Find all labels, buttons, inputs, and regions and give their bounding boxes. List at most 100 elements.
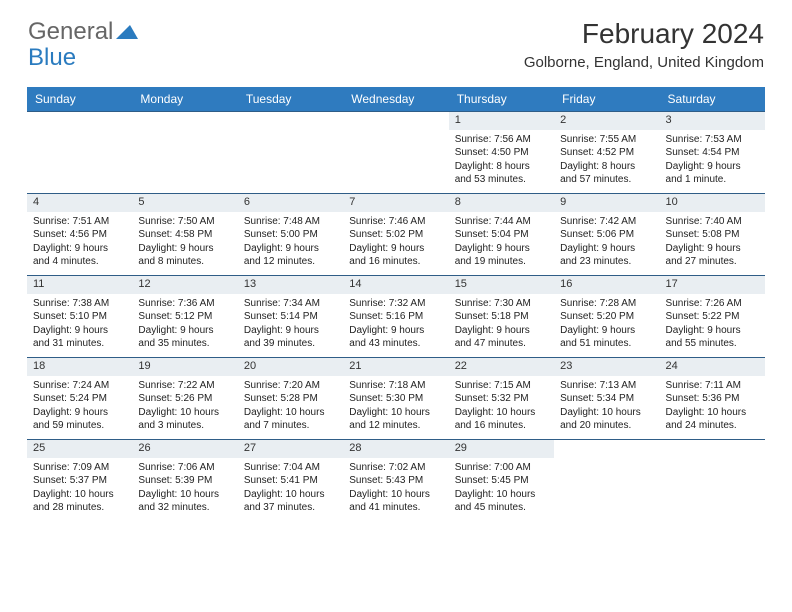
daylight-text-1: Daylight: 9 hours <box>560 324 653 338</box>
sunset-text: Sunset: 5:10 PM <box>33 310 126 324</box>
day-content-cell: Sunrise: 7:24 AMSunset: 5:24 PMDaylight:… <box>27 376 132 440</box>
day-content-cell: Sunrise: 7:44 AMSunset: 5:04 PMDaylight:… <box>449 212 554 276</box>
day-number-cell: 5 <box>132 194 237 212</box>
sunrise-text: Sunrise: 7:11 AM <box>666 379 759 393</box>
daylight-text-1: Daylight: 10 hours <box>138 406 231 420</box>
logo-text-blue: Blue <box>28 44 76 72</box>
daylight-text-1: Daylight: 10 hours <box>138 488 231 502</box>
daylight-text-1: Daylight: 9 hours <box>244 324 337 338</box>
daylight-text-1: Daylight: 9 hours <box>138 324 231 338</box>
daylight-text-2: and 16 minutes. <box>455 419 548 433</box>
day-content-cell <box>238 130 343 194</box>
sunset-text: Sunset: 5:26 PM <box>138 392 231 406</box>
day-content-cell: Sunrise: 7:40 AMSunset: 5:08 PMDaylight:… <box>660 212 765 276</box>
sunrise-text: Sunrise: 7:42 AM <box>560 215 653 229</box>
day-content-cell: Sunrise: 7:04 AMSunset: 5:41 PMDaylight:… <box>238 458 343 522</box>
calendar-header-row: SundayMondayTuesdayWednesdayThursdayFrid… <box>27 87 765 112</box>
sunrise-text: Sunrise: 7:44 AM <box>455 215 548 229</box>
day-number-cell: 29 <box>449 440 554 458</box>
day-content-row: Sunrise: 7:38 AMSunset: 5:10 PMDaylight:… <box>27 294 765 358</box>
day-number-cell: 26 <box>132 440 237 458</box>
sunset-text: Sunset: 5:43 PM <box>349 474 442 488</box>
sunset-text: Sunset: 5:22 PM <box>666 310 759 324</box>
daylight-text-2: and 4 minutes. <box>33 255 126 269</box>
daylight-text-2: and 27 minutes. <box>666 255 759 269</box>
day-number-cell: 9 <box>554 194 659 212</box>
day-content-row: Sunrise: 7:24 AMSunset: 5:24 PMDaylight:… <box>27 376 765 440</box>
daylight-text-2: and 47 minutes. <box>455 337 548 351</box>
sunrise-text: Sunrise: 7:34 AM <box>244 297 337 311</box>
sunset-text: Sunset: 5:00 PM <box>244 228 337 242</box>
daylight-text-1: Daylight: 9 hours <box>33 406 126 420</box>
day-number-cell: 1 <box>449 112 554 130</box>
daylight-text-1: Daylight: 9 hours <box>560 242 653 256</box>
daylight-text-1: Daylight: 9 hours <box>33 242 126 256</box>
day-number-cell: 15 <box>449 276 554 294</box>
day-number-cell: 7 <box>343 194 448 212</box>
daylight-text-1: Daylight: 10 hours <box>349 488 442 502</box>
daylight-text-1: Daylight: 9 hours <box>349 242 442 256</box>
daylight-text-2: and 32 minutes. <box>138 501 231 515</box>
daylight-text-1: Daylight: 9 hours <box>138 242 231 256</box>
daylight-text-1: Daylight: 9 hours <box>666 242 759 256</box>
sunset-text: Sunset: 5:34 PM <box>560 392 653 406</box>
daylight-text-2: and 35 minutes. <box>138 337 231 351</box>
day-content-cell: Sunrise: 7:50 AMSunset: 4:58 PMDaylight:… <box>132 212 237 276</box>
sunrise-text: Sunrise: 7:55 AM <box>560 133 653 147</box>
day-content-cell: Sunrise: 7:48 AMSunset: 5:00 PMDaylight:… <box>238 212 343 276</box>
daylight-text-1: Daylight: 10 hours <box>560 406 653 420</box>
daylight-text-2: and 37 minutes. <box>244 501 337 515</box>
sunset-text: Sunset: 5:36 PM <box>666 392 759 406</box>
day-content-cell: Sunrise: 7:15 AMSunset: 5:32 PMDaylight:… <box>449 376 554 440</box>
daylight-text-1: Daylight: 9 hours <box>244 242 337 256</box>
day-number-row: 45678910 <box>27 194 765 212</box>
daylight-text-2: and 1 minute. <box>666 173 759 187</box>
day-content-cell: Sunrise: 7:34 AMSunset: 5:14 PMDaylight:… <box>238 294 343 358</box>
sunrise-text: Sunrise: 7:18 AM <box>349 379 442 393</box>
daylight-text-1: Daylight: 9 hours <box>455 324 548 338</box>
daylight-text-2: and 28 minutes. <box>33 501 126 515</box>
daylight-text-2: and 23 minutes. <box>560 255 653 269</box>
day-number-cell <box>132 112 237 130</box>
daylight-text-2: and 12 minutes. <box>349 419 442 433</box>
day-number-cell: 14 <box>343 276 448 294</box>
sunset-text: Sunset: 4:50 PM <box>455 146 548 160</box>
daylight-text-2: and 39 minutes. <box>244 337 337 351</box>
daylight-text-1: Daylight: 10 hours <box>244 406 337 420</box>
sunset-text: Sunset: 5:28 PM <box>244 392 337 406</box>
day-number-cell: 28 <box>343 440 448 458</box>
sunset-text: Sunset: 4:58 PM <box>138 228 231 242</box>
day-content-row: Sunrise: 7:56 AMSunset: 4:50 PMDaylight:… <box>27 130 765 194</box>
daylight-text-2: and 55 minutes. <box>666 337 759 351</box>
daylight-text-2: and 16 minutes. <box>349 255 442 269</box>
sunrise-text: Sunrise: 7:48 AM <box>244 215 337 229</box>
sunrise-text: Sunrise: 7:32 AM <box>349 297 442 311</box>
sunset-text: Sunset: 5:39 PM <box>138 474 231 488</box>
sunset-text: Sunset: 5:02 PM <box>349 228 442 242</box>
sunrise-text: Sunrise: 7:02 AM <box>349 461 442 475</box>
day-number-cell: 22 <box>449 358 554 376</box>
day-number-row: 2526272829 <box>27 440 765 458</box>
day-number-cell: 8 <box>449 194 554 212</box>
day-number-cell: 17 <box>660 276 765 294</box>
day-number-cell <box>238 112 343 130</box>
daylight-text-1: Daylight: 10 hours <box>455 488 548 502</box>
day-content-cell: Sunrise: 7:36 AMSunset: 5:12 PMDaylight:… <box>132 294 237 358</box>
day-content-cell <box>343 130 448 194</box>
sunset-text: Sunset: 5:18 PM <box>455 310 548 324</box>
day-number-row: 18192021222324 <box>27 358 765 376</box>
sunset-text: Sunset: 4:56 PM <box>33 228 126 242</box>
sunset-text: Sunset: 5:20 PM <box>560 310 653 324</box>
logo-triangle-icon <box>116 18 138 46</box>
daylight-text-2: and 53 minutes. <box>455 173 548 187</box>
day-content-cell: Sunrise: 7:51 AMSunset: 4:56 PMDaylight:… <box>27 212 132 276</box>
day-number-cell: 3 <box>660 112 765 130</box>
title-block: February 2024 Golborne, England, United … <box>524 18 764 71</box>
day-number-cell: 12 <box>132 276 237 294</box>
dow-header: Friday <box>554 87 659 112</box>
logo-text-general: General <box>28 18 113 46</box>
header: General February 2024 Golborne, England,… <box>0 0 792 79</box>
sunset-text: Sunset: 5:37 PM <box>33 474 126 488</box>
day-number-cell <box>660 440 765 458</box>
sunset-text: Sunset: 5:24 PM <box>33 392 126 406</box>
